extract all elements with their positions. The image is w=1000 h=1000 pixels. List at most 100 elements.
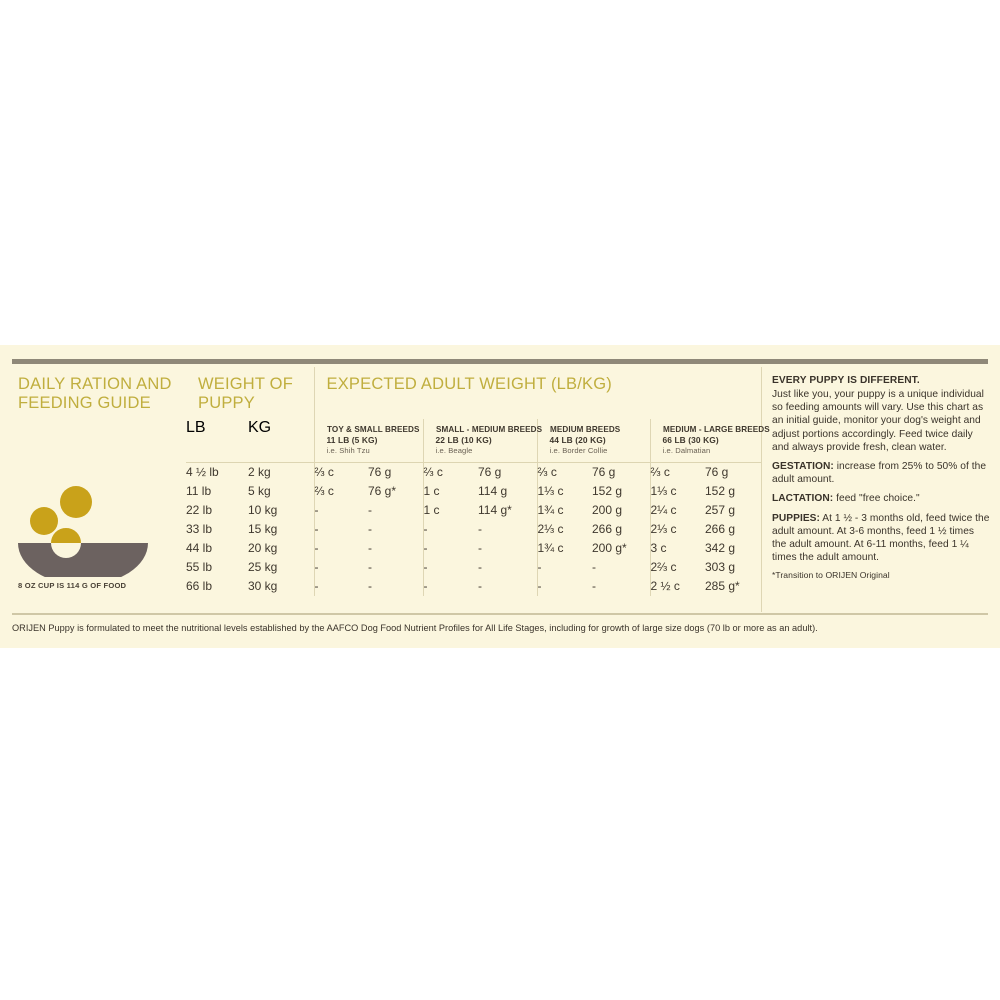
cell-medium-grams: 266 g [592, 522, 623, 536]
cell-small-medium-grams: 114 g* [478, 503, 512, 517]
cell-toy-cup: - [313, 557, 368, 577]
cell-kg: 25 kg [248, 560, 278, 574]
breed-name: TOY & SMALL BREEDS [326, 424, 419, 434]
cell-toy-cup: ⅔ c [313, 462, 368, 482]
breed-name: SMALL - MEDIUM BREEDS [435, 424, 542, 434]
notes-intro-text: Just like you, your puppy is a unique in… [772, 389, 984, 453]
cell-toy-cup: - [313, 519, 368, 539]
cell-medium-cup: - [536, 576, 592, 596]
cell-small-medium-grams: - [478, 522, 482, 536]
cell-kg: 5 kg [248, 484, 271, 498]
gestation-text: increase from 25% to 50% of the adult am… [772, 461, 987, 486]
cell-medium-cup: - [536, 557, 592, 577]
cell-small-medium-grams: - [478, 560, 482, 574]
cell-small-medium-cup: 1 c [422, 481, 478, 501]
cell-medium-large-grams: 303 g [705, 560, 736, 574]
table-row: 55 lb 25 kg - - - - - - 2⅔ c 303 g [186, 557, 761, 577]
cell-toy-grams: - [368, 541, 372, 555]
cell-medium-cup: 1⅓ c [536, 481, 592, 501]
breed-example: i.e. Shih Tzu [326, 446, 370, 455]
cell-small-medium-cup: 1 c [422, 500, 478, 520]
panel-bottom-rule [12, 613, 988, 615]
breed-column-small-medium: SMALL - MEDIUM BREEDS 22 LB (10 KG) i.e.… [422, 419, 542, 463]
cell-toy-grams: - [368, 522, 372, 536]
aafco-statement: ORIJEN Puppy is formulated to meet the n… [12, 623, 818, 633]
cell-toy-grams: - [368, 560, 372, 574]
cell-lb: 22 lb [186, 503, 213, 517]
cell-toy-grams: - [368, 579, 372, 593]
gestation-note: GESTATION: increase from 25% to 50% of t… [772, 460, 990, 486]
notes-heading: EVERY PUPPY IS DIFFERENT. [772, 375, 920, 386]
cell-medium-large-cup: ⅔ c [649, 462, 705, 482]
cell-medium-cup: ⅔ c [536, 462, 592, 482]
breed-example: i.e. Border Collie [549, 446, 608, 455]
cell-toy-grams: 76 g [368, 465, 392, 479]
cell-medium-grams: 200 g [592, 503, 623, 517]
table-subheader-row: LB KG TOY & SMALL BREEDS 11 LB (5 KG) i.… [186, 419, 770, 463]
breed-column-toy-small: TOY & SMALL BREEDS 11 LB (5 KG) i.e. Shi… [313, 419, 423, 463]
cell-small-medium-grams: 114 g [478, 484, 508, 498]
gestation-label: GESTATION: [772, 461, 834, 473]
cell-medium-grams: - [592, 579, 596, 593]
breed-weight: 44 LB (20 KG) [549, 434, 606, 445]
cell-medium-large-grams: 76 g [705, 465, 729, 479]
lactation-text: feed "free choice." [833, 493, 920, 505]
feeding-table: WEIGHT OF PUPPY EXPECTED ADULT WEIGHT (L… [186, 367, 770, 596]
feeding-guide-panel: DAILY RATION AND FEEDING GUIDE 8 OZ CUP … [0, 345, 1000, 648]
cell-medium-grams: 152 g [592, 484, 623, 498]
cell-small-medium-cup: - [422, 538, 478, 558]
transition-footnote: *Transition to ORIJEN Original [772, 570, 890, 581]
breed-example: i.e. Dalmatian [662, 446, 711, 455]
cell-medium-large-cup: 2¼ c [649, 500, 705, 520]
cell-kg: 30 kg [248, 579, 278, 593]
cell-toy-grams: - [368, 503, 372, 517]
cell-medium-large-grams: 266 g [705, 522, 736, 536]
breed-name: MEDIUM - LARGE BREEDS [662, 424, 770, 434]
column-header-lb: LB [186, 419, 248, 463]
lactation-label: LACTATION: [772, 493, 834, 505]
breed-name: MEDIUM BREEDS [549, 424, 620, 434]
breed-column-medium-large: MEDIUM - LARGE BREEDS 66 LB (30 KG) i.e.… [649, 419, 770, 463]
cell-medium-cup: 1¾ c [536, 538, 592, 558]
table-row: 4 ½ lb 2 kg ⅔ c 76 g ⅔ c 76 g ⅔ c 76 g ⅔… [186, 462, 761, 482]
breed-weight: 11 LB (5 KG) [326, 434, 378, 445]
feeding-table-column: WEIGHT OF PUPPY EXPECTED ADULT WEIGHT (L… [186, 367, 770, 612]
table-row: 66 lb 30 kg - - - - - - 2 ½ c 285 g* [186, 576, 761, 596]
puppies-text: At 1 ½ - 3 months old, feed twice the ad… [772, 512, 990, 564]
weight-of-puppy-heading: WEIGHT OF PUPPY [198, 375, 293, 412]
cell-small-medium-grams: - [478, 579, 482, 593]
cell-toy-cup: - [313, 538, 368, 558]
cell-medium-large-grams: 152 g [705, 484, 736, 498]
table-row: 22 lb 10 kg - - 1 c 114 g* 1¾ c 200 g 2¼… [186, 500, 761, 520]
table-row: 44 lb 20 kg - - - - 1¾ c 200 g* 3 c 342 … [186, 538, 761, 558]
breed-weight: 22 LB (10 KG) [435, 434, 492, 445]
cell-kg: 2 kg [248, 465, 271, 479]
cell-medium-grams: 76 g [592, 465, 616, 479]
cell-small-medium-cup: ⅔ c [422, 462, 478, 482]
column-header-kg: KG [248, 419, 314, 463]
cell-medium-large-cup: 2⅔ c [649, 557, 705, 577]
cell-lb: 11 lb [186, 484, 212, 498]
breed-column-medium: MEDIUM BREEDS 44 LB (20 KG) i.e. Border … [536, 419, 650, 463]
cell-medium-grams: 200 g* [592, 541, 627, 555]
cell-medium-large-cup: 1⅓ c [649, 481, 705, 501]
cell-medium-large-grams: 257 g [705, 503, 736, 517]
guide-title-column: DAILY RATION AND FEEDING GUIDE 8 OZ CUP … [0, 367, 186, 612]
cell-medium-cup: 1¾ c [536, 500, 592, 520]
food-bowl-illustration: 8 OZ CUP IS 114 G OF FOOD [8, 477, 178, 607]
panel-content: DAILY RATION AND FEEDING GUIDE 8 OZ CUP … [0, 367, 1000, 612]
bowl-icon [18, 486, 148, 577]
cell-small-medium-cup: - [422, 519, 478, 539]
cell-medium-large-cup: 2⅓ c [649, 519, 705, 539]
cell-toy-grams: 76 g* [368, 484, 397, 498]
lactation-note: LACTATION: feed "free choice." [772, 492, 990, 505]
table-row: 11 lb 5 kg ⅔ c 76 g* 1 c 114 g 1⅓ c 152 … [186, 481, 761, 501]
cell-medium-grams: - [592, 560, 596, 574]
cell-medium-large-grams: 342 g [705, 541, 736, 555]
cell-lb: 66 lb [186, 579, 213, 593]
cell-small-medium-cup: - [422, 557, 478, 577]
cell-lb: 44 lb [186, 541, 213, 555]
cell-medium-large-cup: 2 ½ c [649, 576, 705, 596]
bowl-caption: 8 OZ CUP IS 114 G OF FOOD [18, 581, 127, 590]
